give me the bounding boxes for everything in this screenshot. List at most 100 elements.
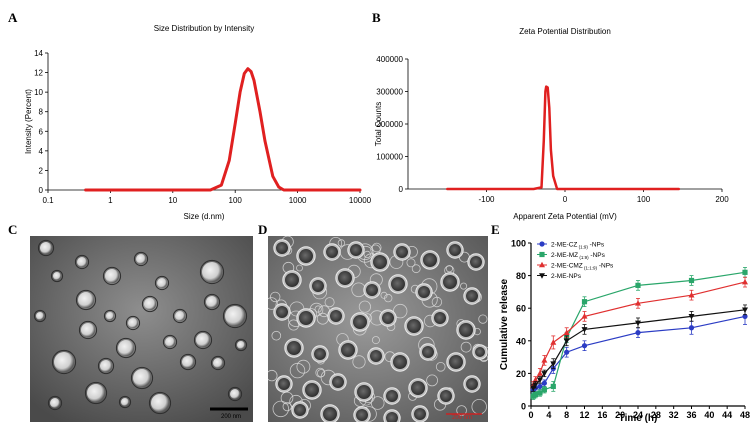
- chart-b-x-label: Apparent Zeta Potential (mV): [513, 212, 617, 221]
- membrane-ring: [435, 361, 446, 372]
- legend-label: 2-ME-NPs: [551, 273, 582, 280]
- chart-e-series-4: [530, 304, 748, 392]
- membrane-ring: [289, 362, 306, 379]
- nanoparticle: [370, 252, 390, 272]
- particle-core: [299, 249, 313, 263]
- chart-e-data-point: [550, 339, 557, 345]
- nanoparticle: [440, 272, 460, 292]
- particle-core: [50, 398, 60, 408]
- chart-e-x-tick-label: 0: [528, 410, 533, 420]
- particle-core: [305, 383, 319, 397]
- chart-e-y-tick-label: 100: [511, 239, 526, 249]
- particle-core: [230, 389, 240, 399]
- chart-b-x-tick-label: 100: [637, 195, 651, 204]
- membrane-ring: [460, 341, 472, 353]
- chart-b-y-label: Total Counts: [374, 102, 383, 146]
- particle-rim: [47, 395, 63, 411]
- particle-core: [225, 306, 245, 326]
- panel-label-c: C: [8, 222, 17, 237]
- membrane-ring: [271, 330, 282, 341]
- chart-e-data-point: [541, 380, 547, 386]
- nanoparticle: [338, 340, 358, 360]
- scale-bar-label-c: 200 nm: [221, 414, 241, 420]
- particle-rim: [154, 275, 170, 291]
- chart-e-data-point: [742, 269, 748, 275]
- particle-rim: [148, 391, 172, 415]
- nanoparticle: [141, 295, 159, 313]
- particle-core: [237, 341, 245, 349]
- particle-core: [475, 347, 485, 357]
- particle-core: [100, 360, 112, 372]
- particle-core: [276, 242, 288, 254]
- particle-rim: [118, 395, 132, 409]
- chart-a-title: Size Distribution by Intensity: [154, 24, 255, 33]
- chart-a-x-label: Size (d.nm): [184, 212, 225, 221]
- nanoparticle: [335, 268, 355, 288]
- particle-core: [106, 312, 114, 320]
- particle-rim: [162, 334, 178, 350]
- nanoparticle: [367, 347, 385, 365]
- particle-core: [136, 254, 146, 264]
- chart-a-y-tick-label: 12: [34, 69, 43, 78]
- chart-e-data-point: [532, 382, 539, 389]
- membrane-ring: [406, 258, 416, 268]
- particle-core: [338, 271, 352, 285]
- chart-e-data-point: [536, 377, 543, 384]
- nanoparticle: [84, 381, 108, 405]
- chart-e-y-tick-label: 0: [521, 402, 526, 412]
- nanoparticle: [222, 303, 248, 329]
- chart-e-data-point: [635, 320, 641, 327]
- nanoparticle: [302, 380, 322, 400]
- panel-label-d: D: [258, 222, 267, 237]
- nanoparticle: [47, 395, 63, 411]
- particle-core: [206, 296, 218, 308]
- chart-e-data-point: [581, 313, 588, 319]
- particle-core: [370, 350, 382, 362]
- particle-core: [326, 246, 338, 258]
- nanoparticle: [103, 309, 117, 323]
- chart-b-x-tick-label: 200: [715, 195, 729, 204]
- chart-a-size-distribution: Size Distribution by Intensity 0 2 4 6 8 10 12 1…: [24, 24, 372, 221]
- particle-core: [276, 306, 288, 318]
- chart-a-y-tick-label: 10: [34, 88, 43, 97]
- nanoparticle: [130, 366, 154, 390]
- chart-e-data-point: [581, 327, 588, 333]
- particle-rim: [203, 293, 221, 311]
- membrane-ring: [371, 242, 382, 253]
- chart-e-data-point: [581, 299, 588, 305]
- particle-core: [323, 407, 337, 421]
- legend-label: 2-ME-MZ (1:9) -NPs: [551, 252, 606, 260]
- nanoparticle: [354, 382, 374, 402]
- nanoparticle: [353, 406, 371, 422]
- particle-core: [422, 346, 434, 358]
- particle-core: [396, 246, 408, 258]
- chart-e-x-tick-label: 48: [740, 410, 750, 420]
- particle-core: [434, 312, 446, 324]
- nanoparticle: [37, 239, 55, 257]
- particle-core: [373, 255, 387, 269]
- membrane-ring: [358, 300, 371, 313]
- chart-e-x-tick-label: 24: [633, 410, 643, 420]
- particle-rim: [74, 254, 90, 270]
- particle-core: [341, 343, 355, 357]
- nanoparticle: [446, 352, 466, 372]
- particle-core: [440, 390, 452, 402]
- chart-a-y-tick-label: 2: [39, 166, 44, 175]
- membrane-ring: [380, 291, 388, 299]
- particle-core: [287, 341, 301, 355]
- chart-e-y-tick-label: 40: [516, 336, 526, 346]
- chart-e-data-point: [635, 282, 641, 288]
- nanoparticle: [467, 253, 485, 271]
- particle-core: [196, 333, 210, 347]
- nanoparticle: [415, 283, 433, 301]
- particle-core: [87, 384, 105, 402]
- nanoparticle: [320, 404, 340, 422]
- chart-b-y-tick-label: 100000: [376, 153, 403, 162]
- particle-core: [466, 378, 478, 390]
- particle-core: [423, 253, 437, 267]
- chart-e-data-point: [688, 314, 695, 320]
- particle-core: [350, 244, 362, 256]
- nanoparticle: [33, 309, 47, 323]
